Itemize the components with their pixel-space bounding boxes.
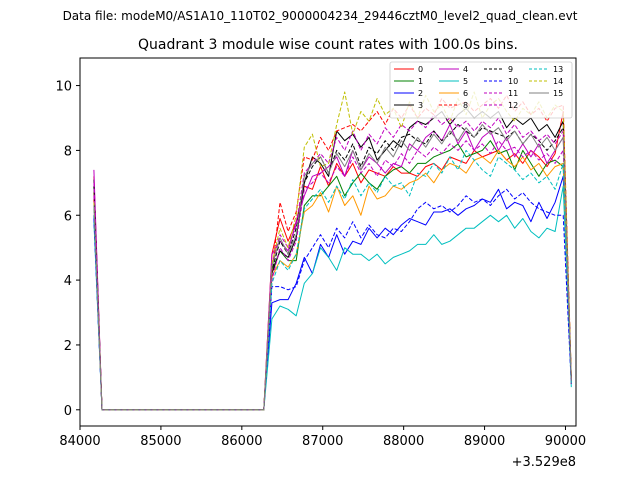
y-tick-label: 4 [64, 274, 72, 289]
legend-label-8: 8 [463, 101, 468, 110]
axis-ticks: 84000 85000 86000 87000 88000 89000 90000 0 2 4 6 8… [55, 80, 586, 449]
x-tick-label: 85000 [140, 434, 181, 449]
series-lines [93, 91, 572, 411]
x-tick-label: 88000 [383, 434, 424, 449]
x-tick-label: 87000 [302, 434, 343, 449]
y-tick-label: 10 [55, 80, 72, 95]
legend-label-6: 6 [463, 89, 468, 98]
x-offset-label: +3.529e8 [512, 455, 576, 470]
x-tick-label: 89000 [464, 434, 505, 449]
x-tick-label: 86000 [221, 434, 262, 449]
figure-suptitle: Data file: modeM0/AS1A10_110T02_90000042… [63, 9, 578, 23]
legend-label-4: 4 [463, 65, 468, 74]
legend-label-11: 11 [508, 89, 518, 98]
series-line-10 [93, 188, 572, 411]
legend-label-14: 14 [553, 77, 563, 86]
plot-frame [79, 57, 577, 427]
y-tick-label: 0 [64, 404, 72, 419]
legend-label-2: 2 [418, 89, 423, 98]
legend-label-3: 3 [418, 101, 423, 110]
x-tick-label: 90000 [545, 434, 586, 449]
legend-label-10: 10 [508, 77, 518, 86]
legend-label-9: 9 [508, 65, 513, 74]
series-line-15 [93, 124, 572, 411]
legend-label-12: 12 [508, 101, 518, 110]
x-tick-label: 84000 [59, 434, 100, 449]
legend-label-5: 5 [463, 77, 468, 86]
legend-box [389, 61, 573, 119]
legend-label-15: 15 [553, 89, 563, 98]
y-tick-label: 2 [64, 339, 72, 354]
y-tick-label: 8 [64, 144, 72, 159]
series-line-11 [93, 114, 572, 411]
legend-label-13: 13 [553, 65, 563, 74]
y-tick-label: 6 [64, 209, 72, 224]
chart-title: Quadrant 3 module wise count rates with … [138, 37, 518, 53]
legend-label-0: 0 [418, 65, 423, 74]
legend-label-1: 1 [418, 77, 423, 86]
